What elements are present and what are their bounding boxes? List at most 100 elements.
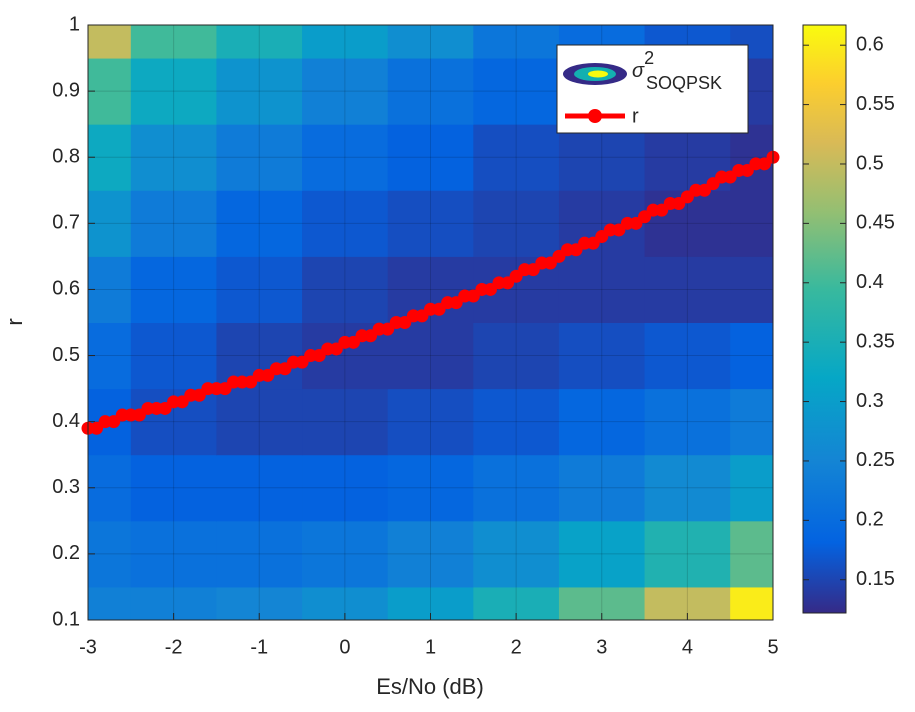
legend-sup: 2 — [644, 48, 654, 68]
x-tick-label: 0 — [339, 636, 350, 658]
y-tick-label: 0.4 — [52, 410, 80, 432]
heat-cell — [644, 520, 731, 588]
colorbar-tick-label: 0.3 — [856, 390, 884, 412]
legend: σ2 SOQPSK r — [556, 44, 749, 134]
heat-cell — [644, 454, 731, 522]
y-tick-label: 0.1 — [52, 608, 80, 630]
heat-cell — [730, 322, 773, 390]
heat-cell — [558, 520, 646, 588]
heat-cell — [473, 25, 560, 59]
legend-icon — [588, 70, 608, 78]
y-tick-label: 0.8 — [52, 146, 80, 168]
heat-cell — [387, 190, 474, 257]
colorbar-ticks — [803, 44, 846, 581]
heat-cell — [88, 256, 132, 323]
heat-cell — [88, 124, 132, 191]
y-tick-label: 0.6 — [52, 278, 80, 300]
heat-cell — [473, 190, 560, 257]
y-tick-label: 0.7 — [52, 212, 80, 234]
y-tick-label: 0.5 — [52, 344, 80, 366]
colorbar-tick-label: 0.5 — [856, 152, 884, 174]
x-tick-label: -1 — [250, 636, 268, 658]
heat-cell — [216, 256, 303, 323]
heat-cell — [130, 322, 217, 390]
heat-cell — [216, 124, 303, 191]
heat-cell — [88, 586, 132, 620]
heat-cell — [644, 388, 731, 456]
heat-cell — [216, 25, 303, 59]
heat-cell — [88, 58, 132, 125]
heat-cell — [644, 256, 731, 323]
heat-cell — [302, 25, 389, 59]
heat-cell — [558, 388, 646, 456]
heat-cell — [473, 454, 560, 522]
x-tick-label: -2 — [165, 636, 183, 658]
y-tick-label: 0.2 — [52, 542, 80, 564]
heat-cell — [387, 454, 474, 522]
heat-cell — [88, 520, 132, 588]
axes-box — [87, 24, 774, 621]
colorbar-tick-label: 0.25 — [856, 449, 895, 471]
heat-cell — [730, 124, 773, 191]
heat-cell — [730, 256, 773, 323]
heat-cell — [644, 322, 731, 390]
colorbar-tick-label: 0.35 — [856, 330, 895, 352]
colorbar-tick-label: 0.2 — [856, 509, 884, 531]
x-tick-label: 4 — [682, 636, 693, 658]
heat-cell — [130, 520, 217, 588]
heat-cell — [302, 520, 389, 588]
heat-cell — [302, 388, 389, 456]
heat-cell — [473, 58, 560, 125]
heat-cell — [130, 124, 217, 191]
heat-cell — [730, 586, 773, 620]
heat-cell — [558, 124, 646, 191]
x-tick-label: 1 — [425, 636, 436, 658]
heat-cell — [302, 124, 389, 191]
x-tick-label: 5 — [767, 636, 778, 658]
y-tick-label: 1 — [69, 13, 80, 35]
heat-cell — [216, 190, 303, 257]
y-tick-label: 0.3 — [52, 476, 80, 498]
heat-cell — [302, 454, 389, 522]
heat-cell — [216, 388, 303, 456]
heat-cell — [130, 190, 217, 257]
legend-marker — [588, 109, 602, 123]
heat-cell — [387, 124, 474, 191]
heat-cell — [130, 25, 217, 59]
y-axis-label: r — [2, 318, 27, 325]
heat-cell — [387, 58, 474, 125]
heat-cell — [387, 25, 474, 59]
heat-cell — [302, 256, 389, 323]
heat-cell — [473, 124, 560, 191]
heat-cell — [216, 520, 303, 588]
heat-cell — [558, 256, 646, 323]
heat-cell — [473, 388, 560, 456]
heat-cell — [730, 520, 773, 588]
x-axis-label: Es/No (dB) — [376, 674, 484, 699]
heat-cell — [387, 388, 474, 456]
colorbar-tick-label: 0.6 — [856, 33, 884, 55]
heat-cell — [473, 520, 560, 588]
heat-cell — [88, 190, 132, 257]
heat-cell — [558, 322, 646, 390]
heat-cell — [88, 25, 132, 59]
x-tick-label: 2 — [511, 636, 522, 658]
x-tick-label: -3 — [79, 636, 97, 658]
heat-cell — [730, 454, 773, 522]
legend-label: r — [632, 105, 639, 127]
legend-label: σ2 SOQPSK — [632, 48, 722, 93]
heat-cell — [558, 454, 646, 522]
x-tick-label: 3 — [596, 636, 607, 658]
heat-cell — [130, 454, 217, 522]
heat-cell — [88, 322, 132, 390]
heat-cell — [387, 322, 474, 390]
heat-cell — [473, 322, 560, 390]
colorbar-tick-label: 0.55 — [856, 93, 895, 115]
heat-cell — [88, 454, 132, 522]
colorbar-tick-label: 0.15 — [856, 568, 895, 590]
heat-cell — [302, 190, 389, 257]
heat-cell — [387, 520, 474, 588]
colorbar-tick-label: 0.4 — [856, 271, 884, 293]
heat-cell — [302, 58, 389, 125]
